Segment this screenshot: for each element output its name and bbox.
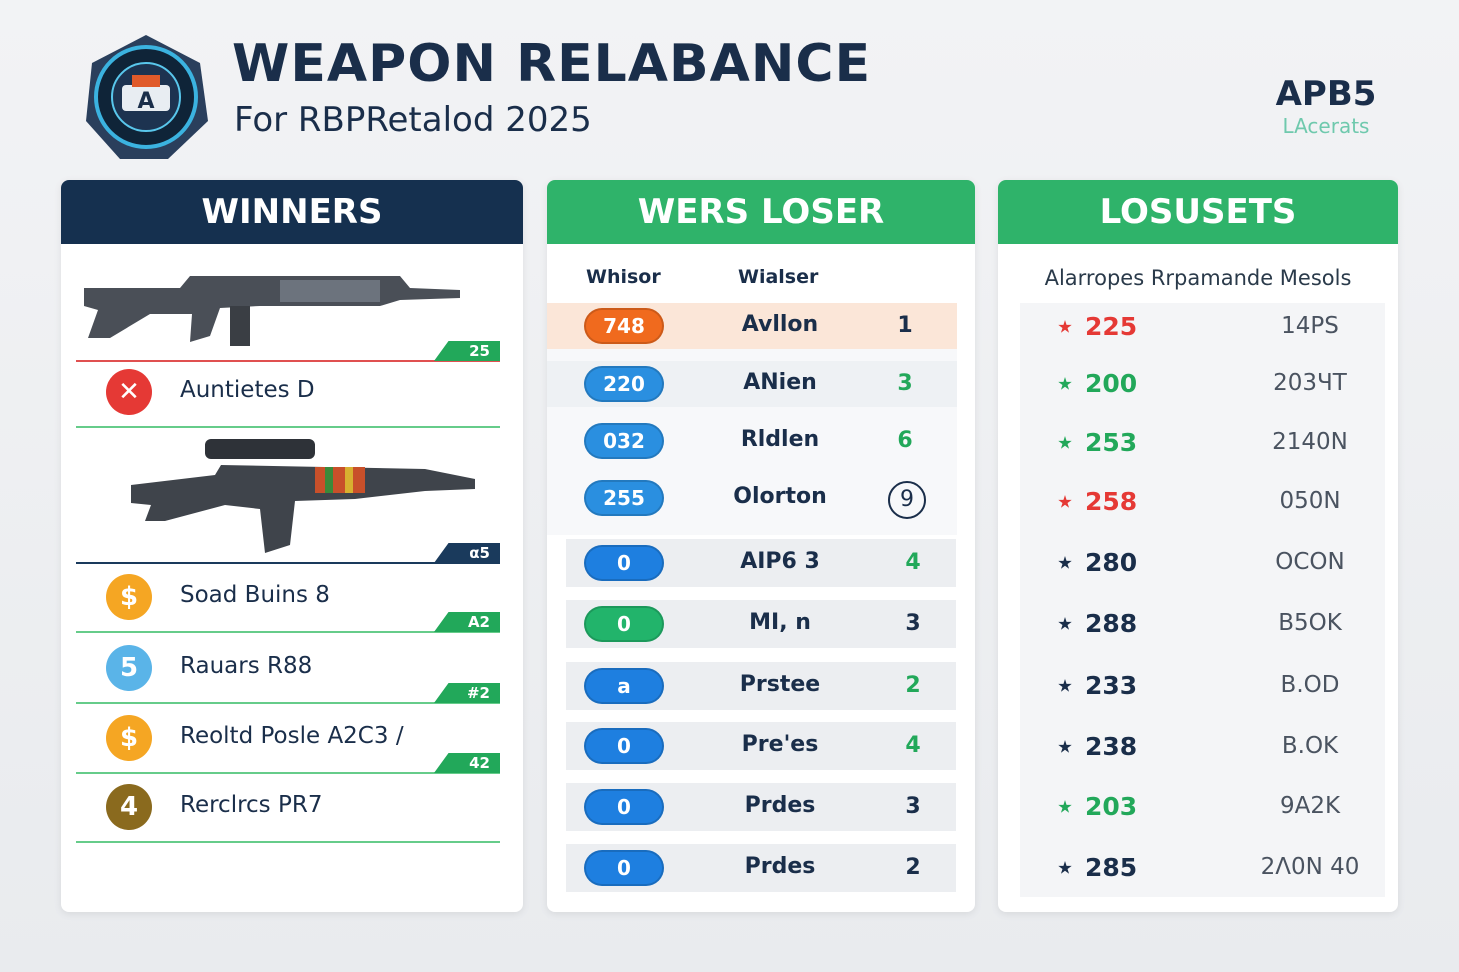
- count: 4: [905, 550, 921, 575]
- badge: #2: [434, 683, 500, 703]
- weapon-name: Prdes: [744, 793, 816, 818]
- count: 9: [888, 481, 926, 519]
- code: 9A2K: [1279, 793, 1341, 819]
- code: B5OK: [1278, 610, 1342, 636]
- code: 14PS: [1281, 313, 1339, 339]
- weapon-name: Rldlen: [740, 427, 820, 452]
- count: 2: [905, 855, 921, 880]
- brand: APB5: [1275, 74, 1377, 114]
- row-label: Rerclrcs PR7: [180, 792, 323, 818]
- brand-sub: LAcerats: [1282, 114, 1370, 138]
- count: 1: [897, 313, 913, 338]
- row-label: Soad Buins 8: [180, 582, 330, 608]
- code: 203ЧT: [1273, 370, 1347, 396]
- value: 258: [1085, 487, 1138, 516]
- weapon-name: Prstee: [739, 672, 821, 697]
- subtitle: For RBPRetalod 2025: [234, 100, 592, 140]
- count: 3: [905, 794, 921, 819]
- code: 2Λ0N 40: [1260, 854, 1360, 880]
- row-icon: 4: [106, 784, 152, 830]
- row-label: Rauars R88: [180, 653, 313, 679]
- svg-text:A: A: [137, 89, 154, 114]
- divider: [76, 702, 500, 704]
- weapon-image: [84, 276, 460, 346]
- code: B.OK: [1281, 733, 1339, 759]
- row-label: Reoltd Posle A2C3 /: [180, 723, 404, 749]
- panel-title: WINNERS: [61, 180, 523, 244]
- count: 3: [897, 371, 913, 396]
- code: B.OD: [1280, 672, 1340, 698]
- badge: α5: [434, 543, 500, 563]
- pill: 0: [584, 728, 664, 764]
- pill: a: [584, 668, 664, 704]
- column-header: Whisor: [586, 266, 661, 288]
- value: 288: [1085, 609, 1138, 638]
- badge: 42: [434, 753, 500, 773]
- logo: A: [86, 35, 208, 159]
- pill: 0: [584, 789, 664, 825]
- divider: [76, 631, 500, 633]
- value: 285: [1085, 853, 1138, 882]
- divider: [76, 562, 500, 564]
- column-header: Wialser: [738, 266, 819, 288]
- weapon-image: [131, 439, 475, 553]
- badge: A2: [434, 612, 500, 632]
- column-header: Alarropes Rrpamande Mesols: [1044, 266, 1352, 290]
- code: 2140N: [1272, 429, 1348, 455]
- row-icon: ✕: [106, 369, 152, 415]
- row-label: Auntietes D: [180, 377, 315, 403]
- code: OCON: [1275, 549, 1345, 575]
- value: 200: [1085, 369, 1138, 398]
- count: 2: [905, 673, 921, 698]
- pill: 220: [584, 366, 664, 402]
- divider: [76, 772, 500, 774]
- weapon-name: Avllon: [741, 312, 819, 337]
- code: 050N: [1279, 488, 1341, 514]
- value: 225: [1085, 312, 1138, 341]
- pill: 255: [584, 480, 664, 516]
- value: 238: [1085, 732, 1138, 761]
- value: 233: [1085, 671, 1138, 700]
- title: WEAPON RELABANCE: [232, 34, 872, 94]
- row-bg: [1020, 303, 1385, 897]
- weapon-name: Pre'es: [741, 732, 819, 757]
- pill: 0: [584, 545, 664, 581]
- pill: 0: [584, 850, 664, 886]
- weapon-name: AIP6 3: [740, 549, 820, 574]
- count: 4: [905, 733, 921, 758]
- panel-title: WERS LOSER: [547, 180, 975, 244]
- value: 203: [1085, 792, 1138, 821]
- weapon-name: Olorton: [733, 484, 827, 509]
- pill: 032: [584, 423, 664, 459]
- divider: [76, 841, 500, 843]
- row-icon: $: [106, 715, 152, 761]
- row-icon: $: [106, 574, 152, 620]
- divider: [76, 426, 500, 428]
- pill: 0: [584, 606, 664, 642]
- badge: 25: [434, 341, 500, 361]
- panel-title: LOSUSETS: [998, 180, 1398, 244]
- row-icon: 5: [106, 645, 152, 691]
- pill: 748: [584, 308, 664, 344]
- value: 280: [1085, 548, 1138, 577]
- weapon-name: MI, n: [749, 610, 811, 635]
- divider: [76, 360, 500, 362]
- count: 6: [897, 428, 913, 453]
- weapon-name: ANien: [743, 370, 817, 395]
- value: 253: [1085, 428, 1138, 457]
- weapon-name: Prdes: [744, 854, 816, 879]
- count: 3: [905, 611, 921, 636]
